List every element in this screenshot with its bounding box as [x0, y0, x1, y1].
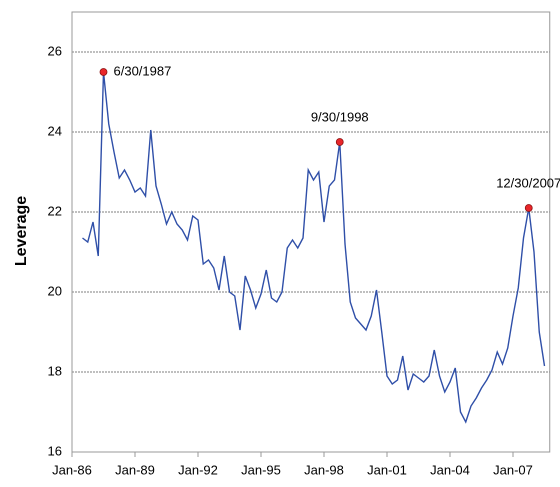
x-tick-label: Jan-89 — [115, 462, 155, 477]
y-tick-label: 24 — [48, 123, 62, 138]
plot-frame — [71, 11, 551, 453]
peak-marker — [99, 68, 108, 76]
annotation: 12/30/2007 — [496, 175, 560, 190]
x-tick-label: Jan-01 — [367, 462, 407, 477]
peak-marker — [524, 204, 533, 212]
y-tick-label: 20 — [48, 283, 62, 298]
x-tick-label: Jan-07 — [493, 462, 533, 477]
x-tick-label: Jan-95 — [241, 462, 281, 477]
y-tick-label: 16 — [48, 443, 62, 458]
x-tick-label: Jan-04 — [430, 462, 470, 477]
x-tick-label: Jan-92 — [178, 462, 218, 477]
annotation: 9/30/1998 — [311, 109, 369, 124]
x-tick-label: Jan-86 — [52, 462, 92, 477]
y-tick-label: 22 — [48, 203, 62, 218]
y-tick-label: 26 — [48, 43, 62, 58]
y-tick-label: 18 — [48, 363, 62, 378]
y-axis-label: Leverage — [13, 196, 30, 266]
peak-marker — [335, 138, 344, 146]
line-series — [82, 71, 546, 424]
x-tick-label: Jan-98 — [304, 462, 344, 477]
annotation: 6/30/1987 — [114, 63, 172, 78]
